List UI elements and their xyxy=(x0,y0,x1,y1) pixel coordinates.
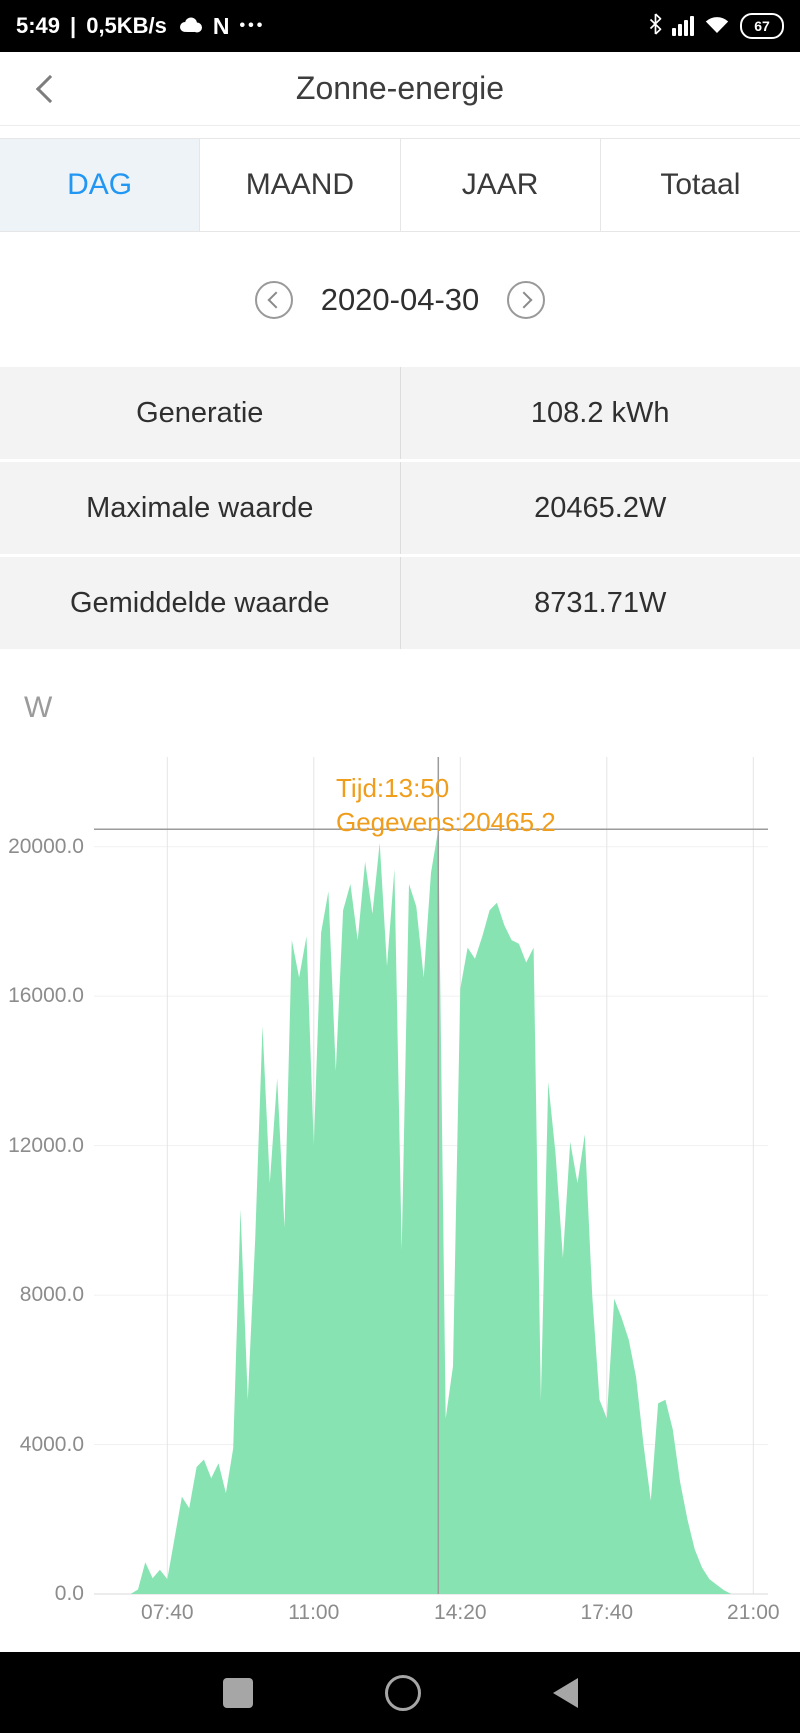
back-nav-button[interactable] xyxy=(552,1677,578,1708)
stat-value: 108.2 kWh xyxy=(530,396,670,429)
y-axis-label: 4000.0 xyxy=(19,1432,84,1456)
next-day-button[interactable] xyxy=(507,280,546,319)
y-axis-label: 0.0 xyxy=(54,1582,84,1605)
stat-label: Generatie xyxy=(0,367,401,459)
notification-n-icon: N xyxy=(212,12,230,39)
header-gap xyxy=(0,126,800,138)
stats-table: Generatie 108.2 kWh Maximale waarde 2046… xyxy=(0,367,800,649)
y-axis-label: 16000.0 xyxy=(8,984,84,1008)
y-axis-label: 12000.0 xyxy=(8,1133,84,1157)
x-axis-label: 17:40 xyxy=(580,1601,634,1624)
signal-icon xyxy=(672,16,694,36)
y-axis-label: 20000.0 xyxy=(8,834,84,858)
y-axis-unit-label: W xyxy=(24,691,53,724)
prev-day-button[interactable] xyxy=(254,280,293,319)
battery-icon: 67 xyxy=(740,13,784,39)
stat-label: Gemiddelde waarde xyxy=(0,557,401,649)
status-right-group: 67 xyxy=(649,12,784,40)
cloud-icon xyxy=(177,13,203,39)
x-axis-label: 14:20 xyxy=(434,1601,487,1624)
wifi-icon xyxy=(704,14,730,39)
separator: | xyxy=(70,13,77,38)
bluetooth-icon xyxy=(649,12,662,40)
status-bar: 5:49 | 0,5KB/s N ••• 67 xyxy=(0,0,800,52)
tooltip-value: Gegevens:20465.2 xyxy=(336,807,556,837)
tab-jaar[interactable]: JAAR xyxy=(400,139,601,231)
page-title: Zonne-energie xyxy=(295,70,505,106)
x-axis-label: 11:00 xyxy=(288,1601,340,1624)
recents-button[interactable] xyxy=(222,1677,253,1708)
chevron-left-icon xyxy=(267,291,285,308)
x-axis-label: 21:00 xyxy=(727,1601,780,1624)
stat-row-average: Gemiddelde waarde 8731.71W xyxy=(0,557,800,649)
tab-totaal[interactable]: Totaal xyxy=(600,139,800,231)
date-label: 2020-04-30 xyxy=(320,281,480,317)
chart-tooltip: Tijd:13:50 Gegevens:20465.2 xyxy=(336,771,556,839)
area-chart[interactable] xyxy=(0,649,800,1652)
tooltip-time: Tijd:13:50 xyxy=(336,773,450,803)
y-axis-label: 8000.0 xyxy=(19,1283,84,1307)
x-axis-label: 07:40 xyxy=(141,1601,194,1624)
android-nav-bar xyxy=(0,1652,800,1733)
stat-row-max: Maximale waarde 20465.2W xyxy=(0,462,800,554)
stat-value: 20465.2W xyxy=(534,491,667,524)
app-header: Zonne-energie xyxy=(0,52,800,126)
chevron-right-icon xyxy=(515,291,533,308)
back-button[interactable] xyxy=(34,52,66,125)
tab-bar: DAG MAAND JAAR Totaal xyxy=(0,138,800,232)
network-speed: 0,5KB/s xyxy=(86,13,167,38)
battery-level: 67 xyxy=(754,18,770,34)
chart-section: W Tijd:13:50 Gegevens:20465.2 0.0 4000.0 8… xyxy=(0,649,800,1652)
back-chevron-icon xyxy=(35,74,65,103)
date-nav: 2020-04-30 xyxy=(0,232,800,367)
overflow-dots-icon: ••• xyxy=(239,17,266,34)
tab-dag[interactable]: DAG xyxy=(0,139,201,231)
home-button[interactable] xyxy=(384,1674,421,1711)
stat-value: 8731.71W xyxy=(534,586,667,619)
tab-maand[interactable]: MAAND xyxy=(200,139,401,231)
clock: 5:49 xyxy=(16,13,61,38)
status-left-group: 5:49 | 0,5KB/s N ••• xyxy=(16,13,265,40)
stat-label: Maximale waarde xyxy=(0,462,401,554)
stat-row-generation: Generatie 108.2 kWh xyxy=(0,367,800,459)
